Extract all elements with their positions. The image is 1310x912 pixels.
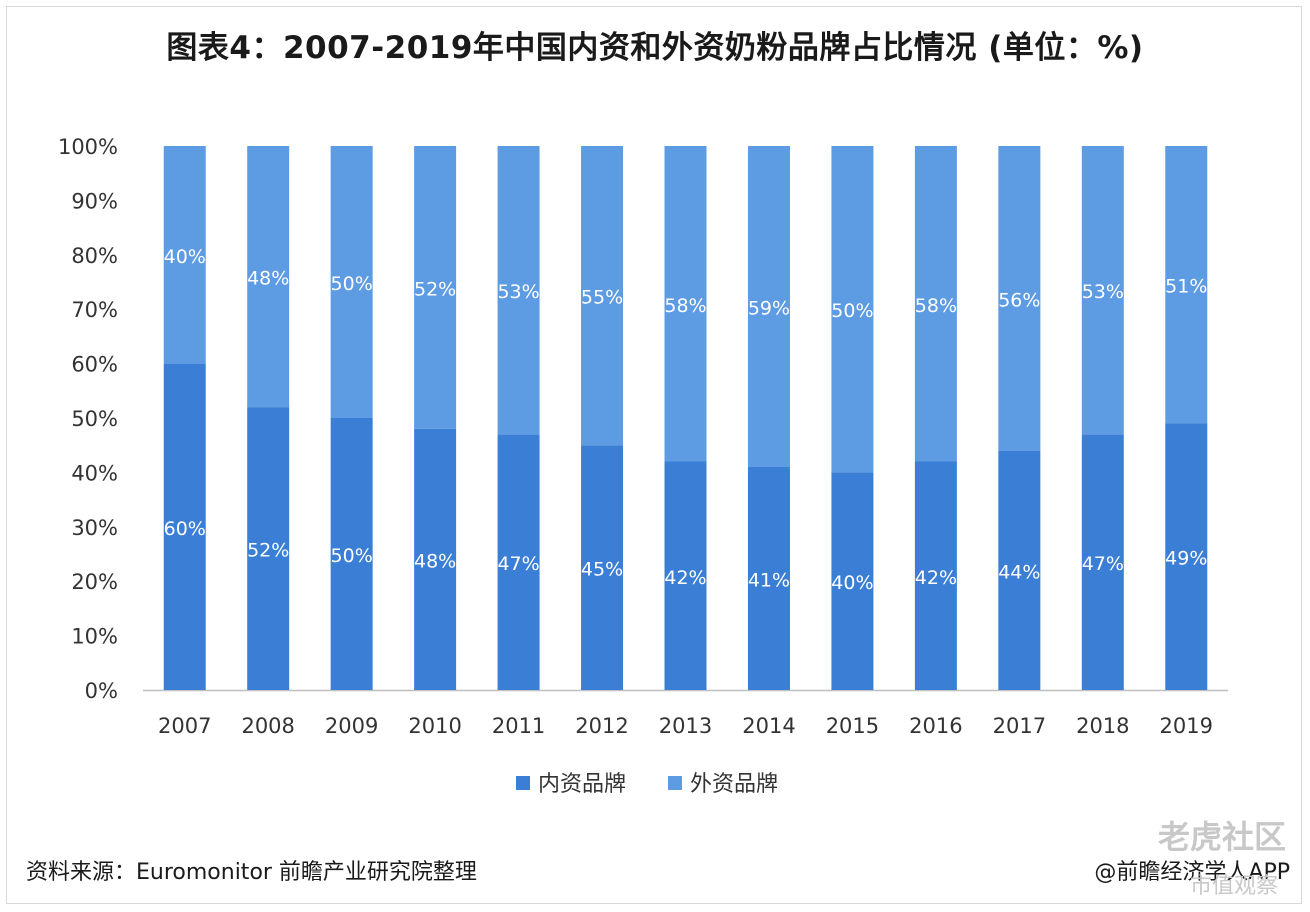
bar-domestic-2016 [914,461,957,690]
legend-swatch [516,776,530,790]
x-tick-label: 2016 [909,714,962,738]
x-tick-label: 2018 [1076,714,1129,738]
data-label-domestic: 48% [414,550,456,572]
data-label-foreign: 56% [998,289,1040,311]
bar-foreign-2009 [330,146,373,418]
bar-foreign-2010 [414,146,457,429]
bar-domestic-2018 [1081,434,1124,690]
watermark-subtext: 市值观察 [1189,874,1278,899]
data-label-foreign: 48% [247,268,289,290]
data-label-domestic: 41% [748,569,790,591]
bar-domestic-2014 [747,466,790,690]
x-tick-label: 2013 [659,714,712,738]
data-label-domestic: 40% [831,572,873,594]
data-label-domestic: 42% [915,567,957,589]
x-tick-label: 2012 [575,714,628,738]
data-label-domestic: 47% [497,553,539,575]
x-tick-label: 2008 [241,714,294,738]
y-tick-label: 90% [71,189,118,213]
chart-title: 图表4：2007-2019年中国内资和外资奶粉品牌占比情况 (单位：%) [166,30,1144,66]
legend-label: 外资品牌 [690,772,778,797]
legend-label: 内资品牌 [538,772,626,797]
data-label-foreign: 50% [831,300,873,322]
x-tick-label: 2015 [826,714,879,738]
y-tick-label: 70% [71,298,118,322]
data-label-domestic: 47% [1082,553,1124,575]
bar-foreign-2016 [914,146,957,462]
y-tick-label: 50% [71,407,118,431]
bar-foreign-2008 [247,146,290,408]
bar-foreign-2007 [163,146,206,364]
credit-note: @前瞻经济学人APP [1094,860,1290,885]
data-label-domestic: 60% [164,518,206,540]
bar-domestic-2007 [163,363,206,690]
data-label-foreign: 53% [1082,281,1124,303]
y-tick-label: 0% [85,679,118,703]
legend-swatch [668,776,682,790]
data-label-domestic: 52% [247,540,289,562]
bar-foreign-2019 [1165,146,1208,424]
bar-foreign-2013 [664,146,707,462]
data-label-foreign: 58% [664,295,706,317]
watermark-text: 老虎社区 [1157,818,1286,856]
bar-foreign-2017 [998,146,1041,451]
x-tick-label: 2010 [408,714,461,738]
bar-foreign-2011 [497,146,540,435]
bar-domestic-2008 [247,407,290,690]
figure-frame [6,6,1302,904]
y-tick-label: 100% [58,135,118,159]
bar-domestic-2012 [581,445,624,690]
bar-domestic-2011 [497,434,540,690]
bar-domestic-2013 [664,461,707,690]
x-tick-label: 2009 [325,714,378,738]
data-label-foreign: 51% [1165,276,1207,298]
data-label-foreign: 52% [414,278,456,300]
data-label-domestic: 45% [581,559,623,581]
y-tick-label: 10% [71,625,118,649]
x-tick-label: 2007 [158,714,211,738]
bar-domestic-2010 [414,428,457,690]
data-label-foreign: 55% [581,287,623,309]
x-tick-label: 2019 [1160,714,1213,738]
bar-domestic-2009 [330,418,373,690]
bar-domestic-2019 [1165,423,1208,690]
data-label-foreign: 53% [497,281,539,303]
data-label-foreign: 59% [748,297,790,319]
data-label-foreign: 40% [164,246,206,268]
source-note: 资料来源：Euromonitor 前瞻产业研究院整理 [26,860,477,885]
data-label-domestic: 42% [664,567,706,589]
x-tick-label: 2011 [492,714,545,738]
y-tick-label: 30% [71,516,118,540]
x-tick-label: 2014 [742,714,795,738]
y-tick-label: 60% [71,353,118,377]
bar-domestic-2015 [831,472,874,690]
data-label-domestic: 44% [998,561,1040,583]
y-tick-label: 40% [71,461,118,485]
bar-domestic-2017 [998,450,1041,690]
data-label-foreign: 50% [331,273,373,295]
data-label-domestic: 50% [331,545,373,567]
x-tick-label: 2017 [993,714,1046,738]
bar-foreign-2014 [747,146,790,467]
y-tick-label: 20% [71,570,118,594]
y-tick-label: 80% [71,244,118,268]
bar-foreign-2015 [831,146,874,473]
data-label-domestic: 49% [1165,548,1207,570]
bar-foreign-2012 [581,146,624,446]
data-label-foreign: 58% [915,295,957,317]
bar-foreign-2018 [1081,146,1124,435]
